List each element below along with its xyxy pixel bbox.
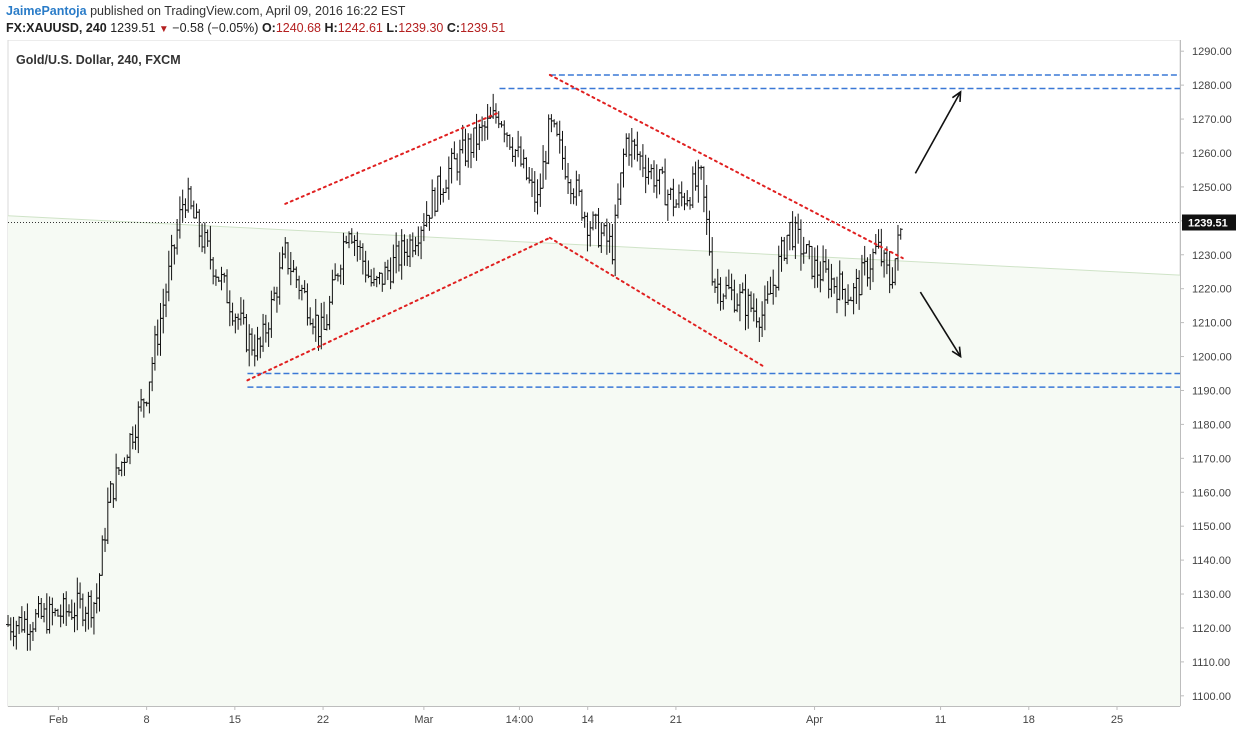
arrow-down-icon [951,346,962,359]
price-tick-label: 1160.00 [1192,487,1231,499]
price-tick-label: 1170.00 [1192,453,1231,465]
trend-line [246,236,551,382]
price-tick-label: 1180.00 [1192,419,1231,431]
chart-header: JaimePantoja published on TradingView.co… [0,0,1240,40]
diagonal-guide-line [7,215,1181,276]
trend-line [284,111,501,205]
last-price: 1239.51 [110,21,156,35]
price-tick-label: 1210.00 [1192,318,1232,330]
price-tick-label: 1130.00 [1192,589,1231,601]
time-axis[interactable]: Feb 8 15 22 Mar 14:00 14 21 Apr 11 18 25 [8,706,1180,726]
time-tick-label: 14:00 [506,714,534,726]
open-value: 1240.68 [275,21,322,35]
last-price-badge-label: 1239.51 [1188,217,1228,229]
price-tick-label: 1260.00 [1192,148,1232,160]
price-tick-label: 1120.00 [1192,623,1231,635]
arrow-up-icon [951,90,962,102]
time-tick-label: 21 [670,714,682,726]
chart-area[interactable]: 1100.00 1110.00 1120.00 1130.00 1140.00 1150.… [0,40,1240,731]
ohlc-bars [6,93,1180,651]
time-tick-label: 22 [317,714,329,726]
time-tick-label: 18 [1023,714,1035,726]
time-tick-label: Feb [49,714,68,726]
price-tick-label: 1290.00 [1192,46,1232,58]
close-value: 1239.51 [460,21,506,35]
symbol-info: FX:XAUUSD, 240 1239.51 ▼ −0.58 (−0.05%) … [6,21,505,35]
time-tick-label: 14 [582,714,594,726]
trend-line [548,73,904,260]
horizontal-levels [247,74,1180,388]
price-tick-label: 1250.00 [1192,182,1232,194]
time-tick-label: Apr [806,714,823,726]
close-label: C: [446,21,461,35]
shaded-area [8,215,1180,706]
time-tick-label: 15 [229,714,241,726]
price-tick-label: 1100.00 [1192,691,1231,703]
chart-title: Gold/U.S. Dollar, 240, FXCM [16,53,181,67]
price-axis[interactable]: 1100.00 1110.00 1120.00 1130.00 1140.00 1150.… [1180,40,1236,706]
change-arrow-icon: ▼ [158,24,169,35]
published-text: published on TradingView.com, April 09, … [90,4,406,18]
trend-lines [246,73,904,382]
time-tick-label: 25 [1111,714,1123,726]
high-label: H: [324,21,338,35]
price-tick-label: 1200.00 [1192,352,1232,364]
time-tick-label: 11 [935,714,946,726]
publish-info: JaimePantoja published on TradingView.co… [6,4,405,18]
price-change: −0.58 (−0.05%) [172,21,259,35]
direction-arrows [914,90,962,359]
high-value: 1242.61 [337,21,383,35]
price-chart[interactable]: 1100.00 1110.00 1120.00 1130.00 1140.00 1150.… [0,40,1240,731]
low-value: 1239.30 [398,21,444,35]
author-link[interactable]: JaimePantoja [6,4,87,18]
trend-line [548,236,766,368]
arrow-shaft [914,91,962,174]
price-tick-label: 1220.00 [1192,284,1232,296]
price-tick-label: 1150.00 [1192,521,1231,533]
low-label: L: [386,21,399,35]
price-tick-label: 1110.00 [1192,657,1230,669]
price-tick-label: 1270.00 [1192,114,1232,126]
price-tick-label: 1190.00 [1192,385,1231,397]
symbol-label[interactable]: FX:XAUUSD, 240 [6,21,107,35]
last-price-badge [1182,214,1236,231]
price-tick-label: 1230.00 [1192,250,1232,262]
time-tick-label: 8 [144,714,150,726]
price-tick-label: 1140.00 [1192,555,1231,567]
time-tick-label: Mar [414,714,433,726]
price-tick-label: 1280.00 [1192,80,1232,92]
open-label: O: [261,21,276,35]
shaded-region [7,215,1181,706]
arrow-shaft [919,291,962,357]
